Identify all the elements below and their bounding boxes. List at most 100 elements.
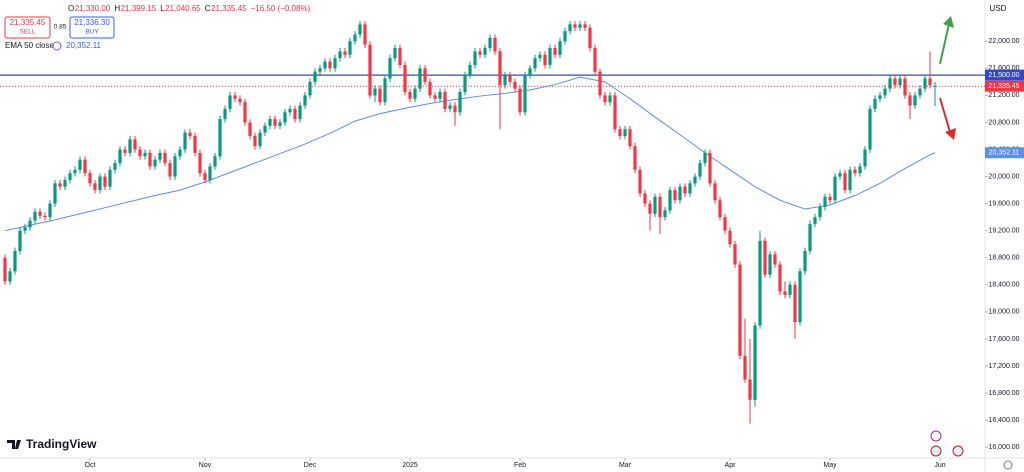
event-icon[interactable] [930, 445, 942, 457]
candle-body [48, 203, 52, 218]
candle-body [453, 105, 457, 113]
candle-body [848, 169, 852, 191]
currency: USD [990, 4, 1007, 13]
candle-body [493, 37, 497, 52]
candle-body [148, 152, 152, 167]
candle-body [398, 48, 402, 65]
y-tick-label: 17,600.00 [988, 336, 1019, 343]
candle-body [328, 61, 332, 69]
y-tick-label: 19,600.00 [988, 200, 1019, 207]
candle-body [178, 149, 182, 157]
candle-body [438, 92, 442, 99]
sell-button[interactable] [4, 16, 51, 39]
candle-body [708, 152, 712, 184]
candle-body [343, 51, 347, 55]
candle-body [383, 78, 387, 103]
candle-body [198, 152, 202, 174]
candle-body [73, 169, 77, 174]
candle-body [668, 190, 672, 211]
candle-body [743, 355, 747, 380]
candle-body [818, 207, 822, 218]
buy-label: BUY [85, 29, 99, 36]
candle-body [348, 41, 352, 55]
candle-body [98, 176, 102, 191]
candle-body [468, 64, 472, 76]
candle-body [483, 48, 487, 55]
event-icon[interactable] [952, 445, 964, 457]
candle-body [158, 152, 162, 160]
candle-body [538, 54, 542, 59]
candle-body [933, 86, 937, 88]
candle-body [313, 71, 317, 82]
candle-body [103, 176, 107, 187]
y-tick-label: 18,000.00 [988, 309, 1019, 316]
settings-icon[interactable] [1003, 460, 1013, 470]
candle-body [128, 139, 132, 153]
candle-body [638, 169, 642, 194]
candle-body [613, 95, 617, 130]
candle-body [523, 75, 527, 113]
candle-body [733, 244, 737, 265]
candle-body [448, 105, 452, 109]
candle-body [93, 183, 97, 191]
legend-key: O [68, 4, 74, 13]
legend-value: 21,335.45 [211, 4, 247, 13]
candle-body [883, 88, 887, 96]
candle-body [868, 108, 872, 150]
candle-body [258, 132, 262, 147]
candle-body [8, 271, 12, 282]
candle-body [753, 325, 757, 400]
plot-area [0, 20, 985, 424]
x-tick-label: Dec [304, 462, 317, 469]
candle-body [63, 179, 67, 187]
candle-body [78, 159, 82, 170]
y-tick-label: 21,600.00 [988, 65, 1019, 72]
candle-body [143, 152, 147, 157]
candle-body [393, 48, 397, 59]
candle-body [243, 102, 247, 123]
ema-label: 20,352.11 [989, 150, 1020, 157]
candle-body [928, 78, 932, 86]
candle-body [378, 88, 382, 103]
event-icon[interactable] [930, 430, 942, 442]
x-tick-label: Apr [725, 462, 737, 469]
x-tick-label: Mar [619, 462, 632, 469]
candle-body [593, 48, 597, 72]
candle-body [388, 58, 392, 79]
indicator-icon[interactable] [52, 41, 62, 51]
spread: 0.85 [54, 24, 67, 31]
legend-key: H [114, 4, 120, 13]
candle-body [58, 183, 62, 187]
candle-body [28, 220, 32, 228]
candle-body [408, 92, 412, 99]
candle-body [138, 149, 142, 157]
legend-key: C [205, 4, 211, 13]
candle-body [623, 129, 627, 136]
buy-button[interactable] [69, 16, 115, 39]
candle-body [473, 51, 477, 65]
candle-body [718, 200, 722, 218]
candle-body [463, 75, 467, 93]
candle-body [238, 98, 242, 103]
y-tick-label: 16,800.00 [988, 390, 1019, 397]
ema-box [985, 147, 1024, 159]
candle-body [498, 51, 502, 86]
candle-body [658, 196, 662, 218]
candle-body [843, 173, 847, 191]
candle-body [333, 58, 337, 69]
candle-body [298, 105, 302, 120]
candle-body [188, 132, 192, 136]
ema-line [4, 76, 936, 232]
candle-body [728, 230, 732, 245]
candle-body [673, 190, 677, 201]
candle-body [513, 81, 517, 89]
candle-body [603, 95, 607, 103]
candle-body [168, 163, 172, 177]
candle-body [573, 24, 577, 28]
candle-body [38, 211, 42, 216]
candle-body [558, 41, 562, 55]
down-arrow-head [945, 128, 956, 140]
candle-body [283, 112, 287, 123]
